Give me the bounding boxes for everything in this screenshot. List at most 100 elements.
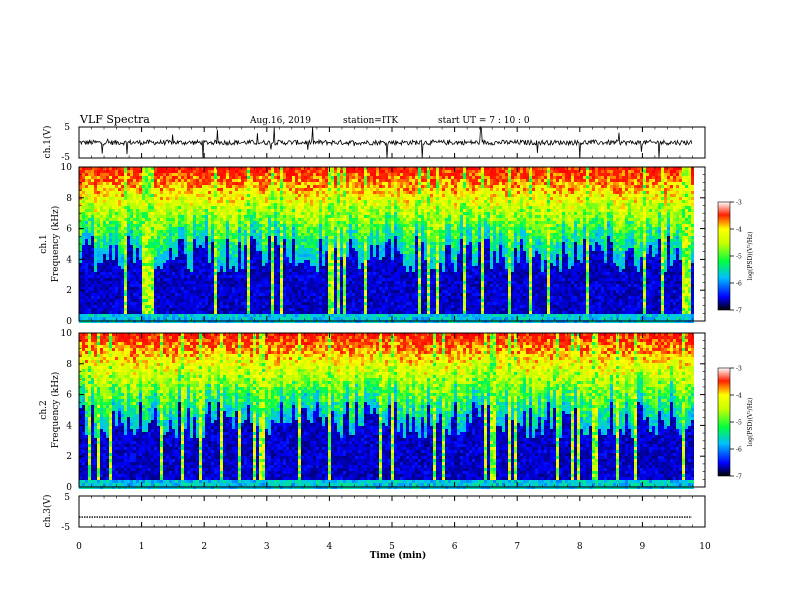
spectrogram-cell	[91, 203, 94, 206]
spectrogram-cell	[211, 248, 214, 251]
spectrogram-cell	[292, 236, 295, 239]
spectrogram-cell	[157, 236, 160, 239]
spectrogram-cell	[223, 206, 226, 209]
spectrogram-cell	[334, 305, 337, 308]
spectrogram-cell	[304, 212, 307, 215]
spectrogram-cell	[106, 182, 109, 185]
spectrogram-cell	[256, 233, 259, 236]
spectrogram-cell	[118, 227, 121, 230]
spectrogram-cell	[355, 227, 358, 230]
spectrogram-cell	[145, 167, 148, 170]
spectrogram-cell	[223, 224, 226, 227]
spectrogram-cell	[178, 182, 181, 185]
spectrogram-cell	[298, 278, 301, 281]
spectrogram-cell	[232, 254, 235, 257]
spectrogram-cell	[283, 239, 286, 242]
spectrogram-cell	[208, 212, 211, 215]
spectrogram-cell	[244, 290, 247, 293]
spectrogram-cell	[187, 248, 190, 251]
spectrogram-cell	[238, 290, 241, 293]
spectrogram-cell	[364, 257, 367, 260]
spectrogram-cell	[253, 182, 256, 185]
spectrogram-cell	[343, 275, 346, 278]
spectrogram-cell	[100, 167, 103, 170]
spectrogram-cell	[349, 200, 352, 203]
spectrogram-cell	[97, 176, 100, 179]
spectrogram-cell	[319, 227, 322, 230]
spectrogram-cell	[274, 242, 277, 245]
spectrogram-cell	[286, 209, 289, 212]
spectrogram-cell	[175, 197, 178, 200]
spectrogram-cell	[127, 248, 130, 251]
spectrogram-cell	[103, 275, 106, 278]
spectrogram-cell	[121, 167, 124, 170]
spectrogram-cell	[208, 245, 211, 248]
spectrogram-cell	[85, 272, 88, 275]
spectrogram-cell	[328, 281, 331, 284]
spectrogram-cell	[106, 245, 109, 248]
spectrogram-cell	[250, 293, 253, 296]
spectrogram-cell	[331, 266, 334, 269]
spectrogram-cell	[280, 260, 283, 263]
spectrogram-cell	[94, 221, 97, 224]
spectrogram-cell	[133, 185, 136, 188]
spectrogram-cell	[163, 230, 166, 233]
spectrogram-cell	[244, 266, 247, 269]
spectrogram-cell	[103, 191, 106, 194]
spectrogram-cell	[106, 179, 109, 182]
spectrogram-cell	[97, 191, 100, 194]
spectrogram-cell	[334, 293, 337, 296]
spectrogram-cell	[157, 188, 160, 191]
spectrogram-cell	[313, 206, 316, 209]
spectrogram-cell	[235, 305, 238, 308]
spectrogram-cell	[238, 203, 241, 206]
spectrogram-cell	[283, 254, 286, 257]
spectrogram-cell	[190, 212, 193, 215]
spectrogram-cell	[133, 209, 136, 212]
spectrogram-cell	[277, 233, 280, 236]
spectrogram-cell	[121, 194, 124, 197]
spectrogram-cell	[262, 236, 265, 239]
spectrogram-cell	[268, 272, 271, 275]
spectrogram-cell	[148, 227, 151, 230]
spectrogram-cell	[313, 284, 316, 287]
spectrogram-cell	[124, 251, 127, 254]
spectrogram-cell	[115, 221, 118, 224]
spectrogram-cell	[190, 194, 193, 197]
spectrogram-cell	[298, 266, 301, 269]
spectrogram-cell	[364, 212, 367, 215]
spectrogram-cell	[307, 275, 310, 278]
spectrogram-cell	[211, 194, 214, 197]
spectrogram-cell	[172, 266, 175, 269]
spectrogram-cell	[85, 233, 88, 236]
spectrogram-cell	[181, 206, 184, 209]
spectrogram-cell	[220, 266, 223, 269]
spectrogram-cell	[358, 173, 361, 176]
spectrogram-cell	[85, 215, 88, 218]
spectrogram-cell	[130, 284, 133, 287]
spectrogram-cell	[256, 185, 259, 188]
spectrogram-cell	[175, 215, 178, 218]
spectrogram-cell	[331, 272, 334, 275]
spectrogram-cell	[256, 251, 259, 254]
spectrogram-cell	[130, 263, 133, 266]
ch1-ytick-bottom: -5	[61, 153, 70, 163]
spectrogram-cell	[118, 236, 121, 239]
spectrogram-cell	[115, 206, 118, 209]
spectrogram-cell	[217, 203, 220, 206]
spectrogram-cell	[118, 281, 121, 284]
spectrogram-cell	[136, 284, 139, 287]
spectrogram-cell	[151, 311, 154, 314]
spectrogram-cell	[361, 230, 364, 233]
spectrogram-cell	[202, 212, 205, 215]
spectrogram-cell	[229, 170, 232, 173]
spectrogram-cell	[109, 233, 112, 236]
spectrogram-cell	[226, 254, 229, 257]
spectrogram-cell	[115, 176, 118, 179]
spectrogram-cell	[163, 305, 166, 308]
spectrogram-cell	[94, 260, 97, 263]
spectrogram-cell	[280, 179, 283, 182]
spectrogram-cell	[241, 179, 244, 182]
spectrogram-cell	[244, 188, 247, 191]
spectrogram-cell	[187, 170, 190, 173]
